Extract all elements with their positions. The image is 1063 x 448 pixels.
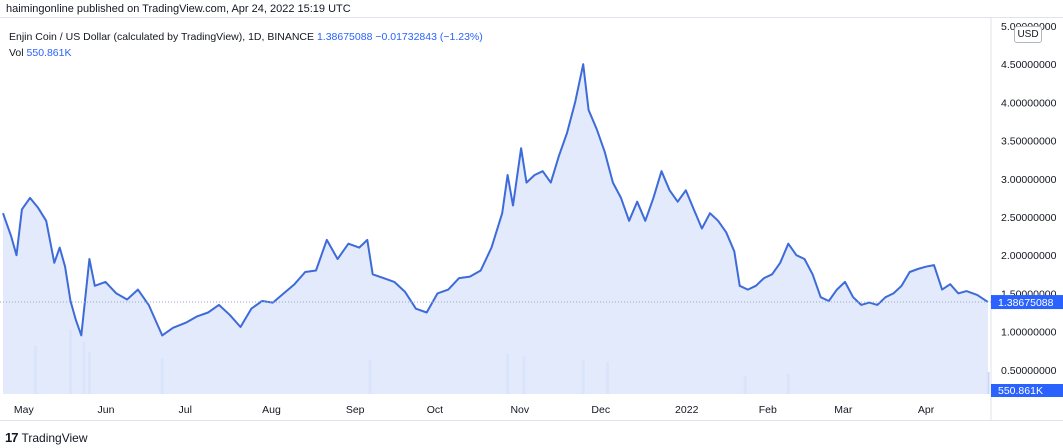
x-tick-label: Aug: [262, 404, 281, 416]
y-tick-label: 2.00000000: [1001, 250, 1057, 262]
symbol-title: Enjin Coin / US Dollar (calculated by Tr…: [9, 31, 315, 43]
chart-panel[interactable]: 5.000000004.500000004.000000003.50000000…: [0, 17, 1063, 421]
y-tick-label: 3.00000000: [1001, 174, 1057, 186]
y-tick-label: 3.50000000: [1001, 136, 1057, 148]
price-change: −0.01732843 (−1.23%): [375, 31, 483, 43]
current-price-badge-label: 1.38675088: [998, 297, 1054, 309]
volume-label: Vol: [9, 47, 24, 59]
x-tick-label: Jun: [98, 404, 115, 416]
volume-badge: [991, 384, 1063, 397]
x-tick-label: Feb: [759, 404, 777, 416]
brand-footer: 17 TradingView: [5, 430, 88, 445]
tradingview-logo-icon: 17: [5, 430, 19, 445]
x-tick-label: 2022: [675, 404, 699, 416]
price-area-fill: [3, 64, 988, 394]
current-price-badge: [991, 295, 1063, 310]
publish-caption: haimingonline published on TradingView.c…: [6, 3, 351, 15]
y-tick-label: 0.50000000: [1001, 365, 1057, 377]
volume-badge-label: 550.861K: [998, 385, 1043, 397]
brand-name: TradingView: [21, 430, 88, 445]
price-line[interactable]: [2, 63, 989, 337]
x-tick-label: Apr: [918, 404, 935, 416]
x-tick-label: Sep: [346, 404, 365, 416]
y-tick-label: 4.00000000: [1001, 97, 1057, 109]
x-tick-label: May: [14, 404, 35, 416]
x-tick-label: Jul: [179, 404, 192, 416]
last-price: 1.38675088: [316, 31, 373, 43]
y-tick-label: 1.00000000: [1001, 327, 1057, 339]
x-tick-label: Oct: [427, 404, 443, 416]
x-tick-label: Mar: [834, 404, 853, 416]
price-chart[interactable]: 5.000000004.500000004.000000003.50000000…: [0, 18, 1063, 420]
y-tick-label: 2.50000000: [1001, 212, 1057, 224]
chart-legend: Enjin Coin / US Dollar (calculated by Tr…: [9, 29, 483, 61]
x-tick-label: Nov: [510, 404, 529, 416]
volume-value: 550.861K: [26, 47, 72, 59]
x-tick-label: Dec: [591, 404, 610, 416]
y-tick-label: 4.50000000: [1001, 59, 1057, 71]
currency-button[interactable]: USD: [1014, 26, 1042, 43]
